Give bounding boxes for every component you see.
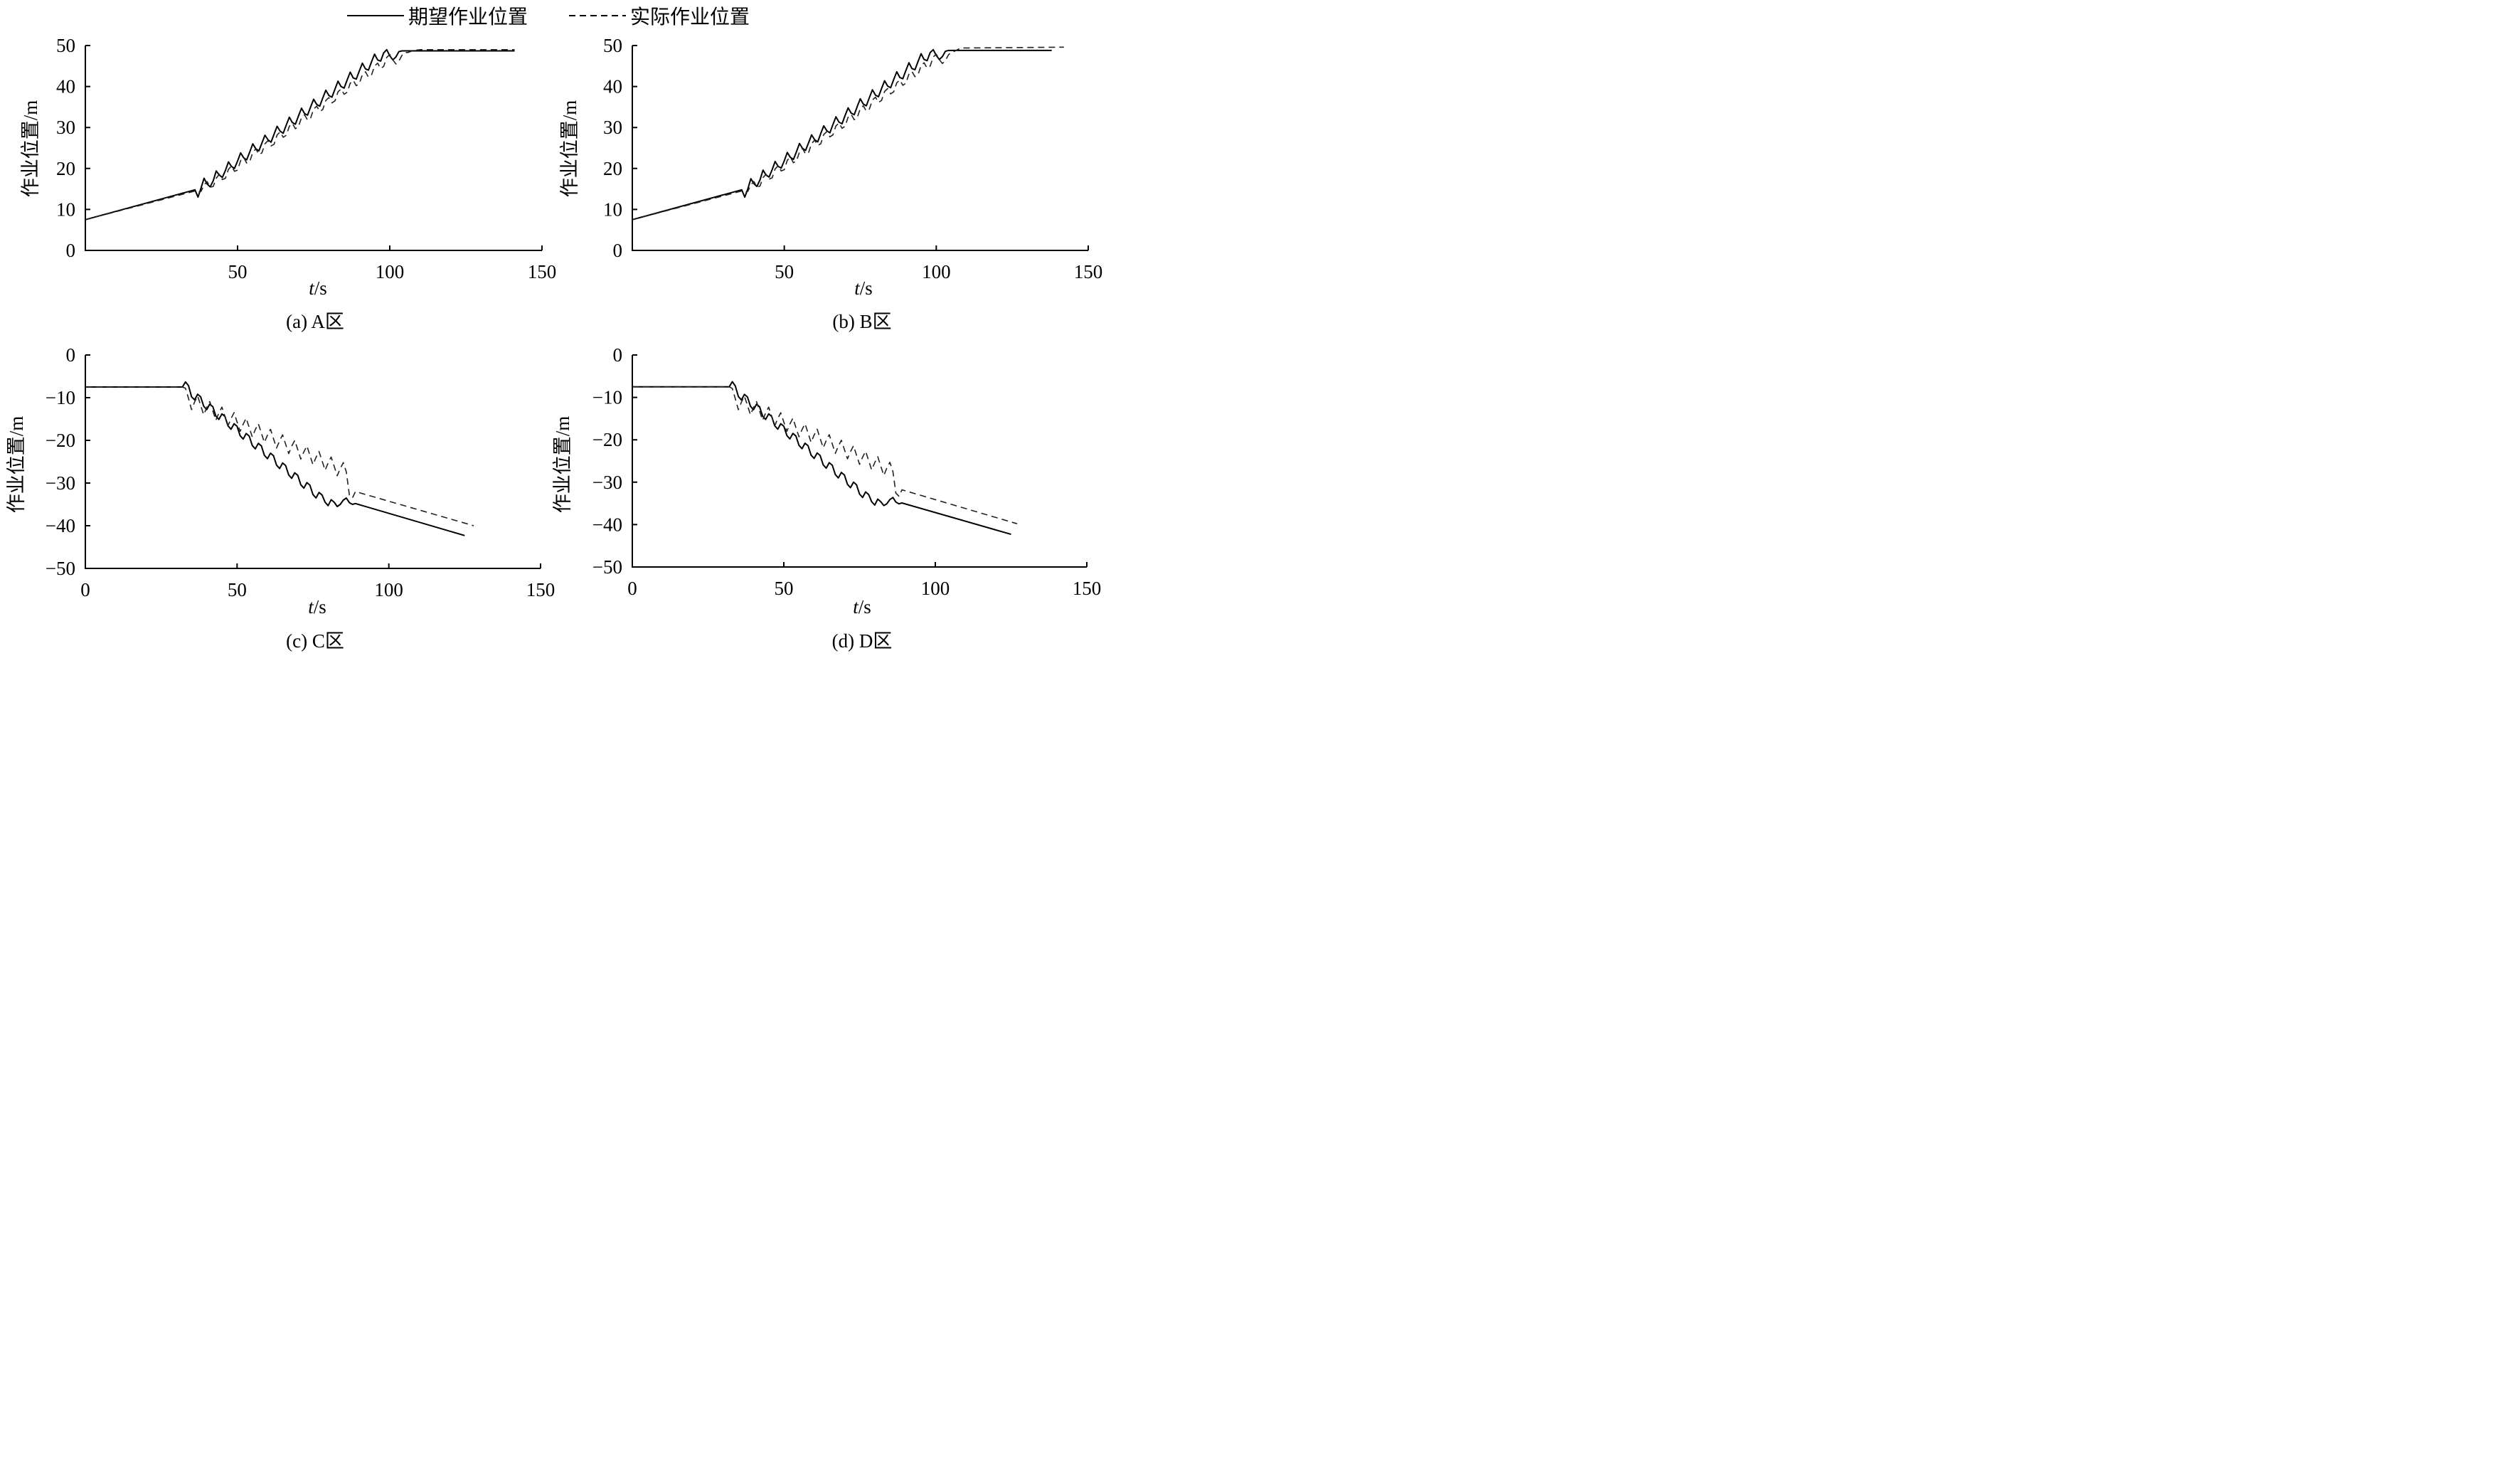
y-tick-label: 0: [66, 240, 76, 261]
x-tick-label: 100: [921, 578, 950, 599]
y-tick-label: 10: [56, 198, 75, 220]
x-tick-label: 100: [374, 579, 403, 600]
x-tick-labels: 50 100 150: [775, 261, 1102, 282]
plot-lines: [632, 46, 1064, 221]
legend-label-actual: 实际作业位置: [630, 6, 750, 28]
panel-caption: (a) A区: [286, 311, 344, 332]
chart-panel-b: 0 10 20 30 40 50 50 100 150 作业位置/m t/s (b) B区: [559, 35, 1102, 332]
x-axis-label: t/s: [308, 596, 326, 617]
y-tick-label: 30: [56, 117, 75, 138]
series-line-actual: [85, 49, 515, 221]
x-tick-label: 50: [775, 578, 794, 599]
plot-lines: [85, 48, 515, 221]
y-tick-label: 20: [603, 158, 622, 179]
x-axis-label: t/s: [309, 277, 327, 299]
y-tick-label: −10: [592, 387, 622, 408]
chart-panel-a: 0 10 20 30 40 50 50 100 150 作业位置/m t/s (a) A区: [20, 35, 556, 332]
x-tick-label: 0: [627, 578, 637, 599]
x-axis-label-unit: /s: [858, 596, 871, 617]
x-tick-label: 150: [528, 261, 557, 282]
x-tick-label: 150: [1073, 578, 1102, 599]
y-axis-label: 作业位置/m: [20, 100, 41, 198]
y-tick-label: −20: [46, 430, 75, 451]
y-axis-label: 作业位置/m: [6, 416, 27, 514]
x-tick-labels: 50 100 150: [228, 261, 557, 282]
y-tick-label: −50: [592, 556, 622, 578]
legend: 期望作业位置 实际作业位置: [347, 6, 750, 28]
x-tick-label: 0: [80, 579, 90, 600]
y-tick-label: −40: [46, 515, 75, 536]
y-tick-label: −30: [592, 472, 622, 493]
series-line-actual: [632, 46, 1064, 221]
series-line-desired: [632, 381, 1011, 536]
x-axis-label-var: t: [309, 277, 315, 299]
y-tick-label: −50: [46, 558, 75, 579]
y-tick-label: 50: [603, 35, 622, 56]
y-tick-label: 0: [613, 344, 623, 366]
y-tick-label: −30: [46, 472, 75, 494]
plot-lines: [632, 381, 1018, 536]
y-tick-label: 10: [603, 198, 622, 220]
x-axis-label-unit: /s: [860, 277, 873, 299]
series-line-actual: [632, 386, 1018, 524]
y-tick-labels: 0 10 20 30 40 50: [603, 35, 622, 261]
y-axis-label: 作业位置/m: [552, 416, 573, 514]
plot-lines: [85, 381, 474, 536]
series-line-desired: [85, 48, 515, 221]
x-tick-label: 100: [922, 261, 951, 282]
x-axis-label-unit: /s: [314, 277, 327, 299]
y-tick-label: 50: [56, 35, 75, 56]
legend-label-desired: 期望作业位置: [408, 6, 528, 28]
axes-frame: [85, 45, 543, 251]
axes-frame: [85, 354, 541, 569]
y-tick-label: 40: [56, 76, 75, 97]
series-line-desired: [632, 48, 1052, 221]
y-tick-label: 30: [603, 117, 622, 138]
y-tick-label: 0: [613, 240, 623, 261]
x-tick-labels: 0 50 100 150: [80, 579, 555, 600]
x-tick-label: 50: [775, 261, 794, 282]
y-tick-label: 20: [56, 158, 75, 179]
x-axis-label: t/s: [853, 596, 871, 617]
x-tick-label: 150: [1074, 261, 1103, 282]
x-axis-label-unit: /s: [314, 596, 326, 617]
panel-caption: (c) C区: [286, 630, 344, 652]
x-tick-label: 50: [228, 579, 247, 600]
y-tick-label: −40: [592, 514, 622, 535]
chart-panel-d: 0 −10 −20 −30 −40 −50 0 50 100 150 作业位置/m t/s (d…: [552, 344, 1101, 652]
x-axis-label-var: t: [853, 596, 859, 617]
panel-caption: (b) B区: [832, 311, 891, 332]
x-tick-label: 100: [376, 261, 405, 282]
x-axis-label-var: t: [854, 277, 861, 299]
panel-caption: (d) D区: [832, 630, 893, 652]
x-tick-label: 150: [526, 579, 555, 600]
y-tick-label: 0: [66, 344, 76, 366]
x-axis-label: t/s: [854, 277, 873, 299]
y-tick-labels: 0 10 20 30 40 50: [56, 35, 75, 261]
y-tick-labels: 0 −10 −20 −30 −40 −50: [592, 344, 622, 578]
y-tick-label: 40: [603, 76, 622, 97]
axes-frame: [632, 45, 1089, 251]
x-axis-label-var: t: [308, 596, 314, 617]
y-tick-label: −10: [46, 387, 75, 408]
x-tick-labels: 0 50 100 150: [627, 578, 1101, 599]
series-line-actual: [85, 386, 474, 526]
y-tick-label: −20: [592, 429, 622, 450]
y-axis-label: 作业位置/m: [559, 100, 580, 198]
axes-frame: [632, 354, 1088, 568]
y-tick-labels: 0 −10 −20 −30 −40 −50: [46, 344, 75, 579]
series-line-desired: [85, 381, 465, 536]
chart-panel-c: 0 −10 −20 −30 −40 −50 0 50 100 150 作业位置/m t/s (c…: [6, 344, 555, 652]
x-tick-label: 50: [228, 261, 248, 282]
